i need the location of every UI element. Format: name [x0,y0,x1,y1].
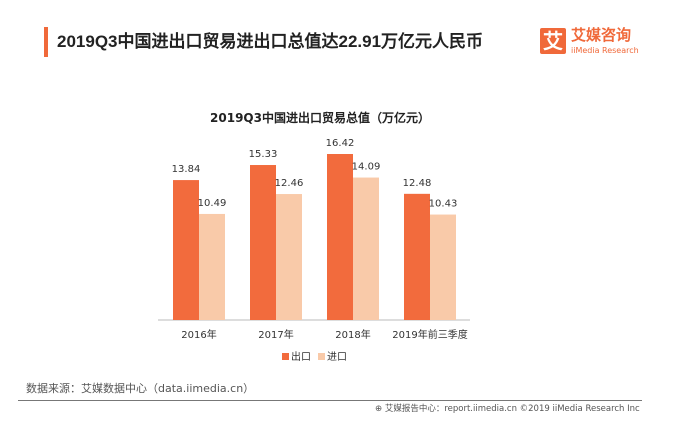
data-label: 14.09 [352,162,381,173]
divider [18,400,642,401]
bar-export [250,165,276,320]
data-label: 13.84 [172,164,201,175]
title-accent-bar [44,27,48,57]
data-label: 16.42 [326,138,355,149]
bar-export [404,193,430,320]
x-tick-label: 2019年前三季度 [392,328,467,341]
data-label: 12.48 [403,178,432,189]
logo-subtext: iiMedia Research [571,46,639,55]
footer-credit-text: 艾媒报告中心：report.iimedia.cn ©2019 iiMedia R… [384,404,640,414]
chart-title: 2019Q3中国进出口贸易总值（万亿元） [210,111,430,125]
legend-label: 进口 [327,351,347,363]
legend-swatch [282,353,289,360]
x-tick-label: 2017年 [258,328,293,341]
source-note: 数据来源：艾媒数据中心（data.iimedia.cn） [26,382,255,395]
bar-import [199,213,225,320]
logo-icon: 艾 [540,28,566,54]
bar-export [327,154,353,320]
data-label: 10.49 [198,198,227,209]
bar-export [173,180,199,320]
globe-icon: ⊕ [375,404,385,414]
page-title: 2019Q3中国进出口贸易进出口总值达22.91万亿元人民币 [57,32,484,51]
footer-credit: ⊕ 艾媒报告中心：report.iimedia.cn ©2019 iiMedia… [375,404,640,415]
bar-import [430,214,456,320]
data-label: 10.43 [429,199,458,210]
bar-import [353,177,379,320]
x-tick-label: 2016年 [181,328,216,341]
legend-swatch [318,353,325,360]
data-label: 12.46 [275,178,304,189]
bar-import [276,194,302,320]
logo-text: 艾媒咨询 [571,26,632,44]
x-tick-label: 2018年 [335,328,370,341]
legend-label: 出口 [291,350,311,363]
data-label: 15.33 [249,149,278,160]
